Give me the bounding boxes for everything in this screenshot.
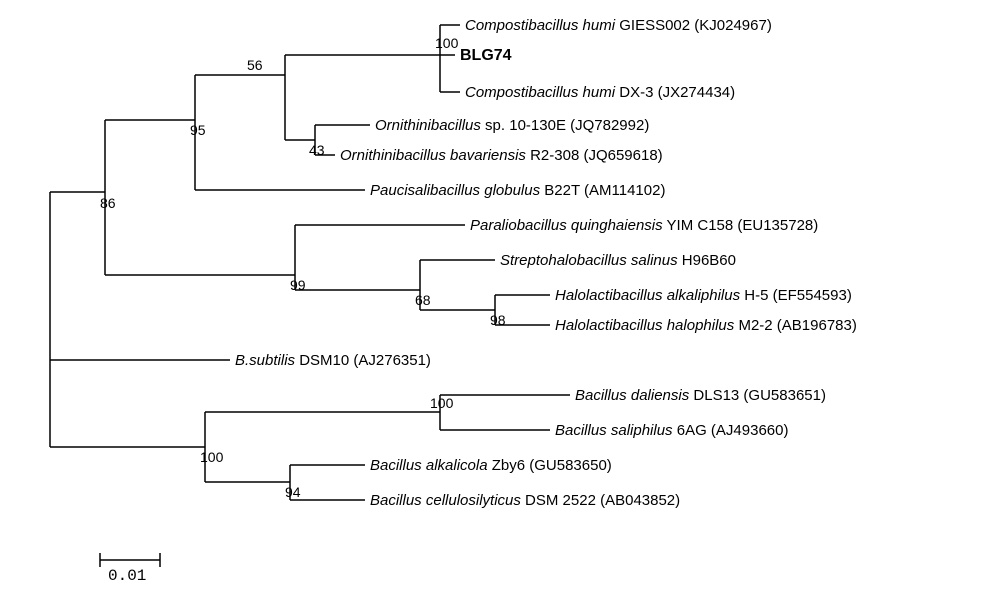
scale-bar-label: 0.01 [108,567,146,585]
taxon-label: Bacillus alkalicola Zby6 (GU583650) [370,457,612,474]
bootstrap-value: 94 [285,484,301,500]
taxon-label: Bacillus daliensis DLS13 (GU583651) [575,387,826,404]
taxon-label: Ornithinibacillus bavariensis R2-308 (JQ… [340,147,663,164]
taxon-label: Ornithinibacillus sp. 10-130E (JQ782992) [375,117,649,134]
bootstrap-value: 86 [100,195,116,211]
taxon-label: Halolactibacillus alkaliphilus H-5 (EF55… [555,287,852,304]
taxon-label: Compostibacillus humi GIESS002 (KJ024967… [465,17,772,34]
bootstrap-value: 98 [490,312,506,328]
bootstrap-value: 95 [190,122,206,138]
bootstrap-value: 100 [435,35,459,51]
bootstrap-value: 68 [415,292,431,308]
bootstrap-value: 100 [200,449,224,465]
taxon-label: B.subtilis DSM10 (AJ276351) [235,352,431,369]
taxon-label: Bacillus cellulosilyticus DSM 2522 (AB04… [370,492,680,509]
bootstrap-value: 43 [309,142,325,158]
phylogenetic-tree: Compostibacillus humi GIESS002 (KJ024967… [0,0,1000,600]
taxon-label: Compostibacillus humi DX-3 (JX274434) [465,84,735,101]
taxon-label: Halolactibacillus halophilus M2-2 (AB196… [555,317,857,334]
taxon-label: Streptohalobacillus salinus H96B60 [500,252,736,269]
taxon-label: Bacillus saliphilus 6AG (AJ493660) [555,422,788,439]
taxon-label: BLG74 [460,47,512,64]
bootstrap-value: 100 [430,395,454,411]
bootstrap-value: 99 [290,277,306,293]
bootstrap-value: 56 [247,57,263,73]
taxon-label: Paucisalibacillus globulus B22T (AM11410… [370,182,665,199]
taxon-label: Paraliobacillus quinghaiensis YIM C158 (… [470,217,818,234]
